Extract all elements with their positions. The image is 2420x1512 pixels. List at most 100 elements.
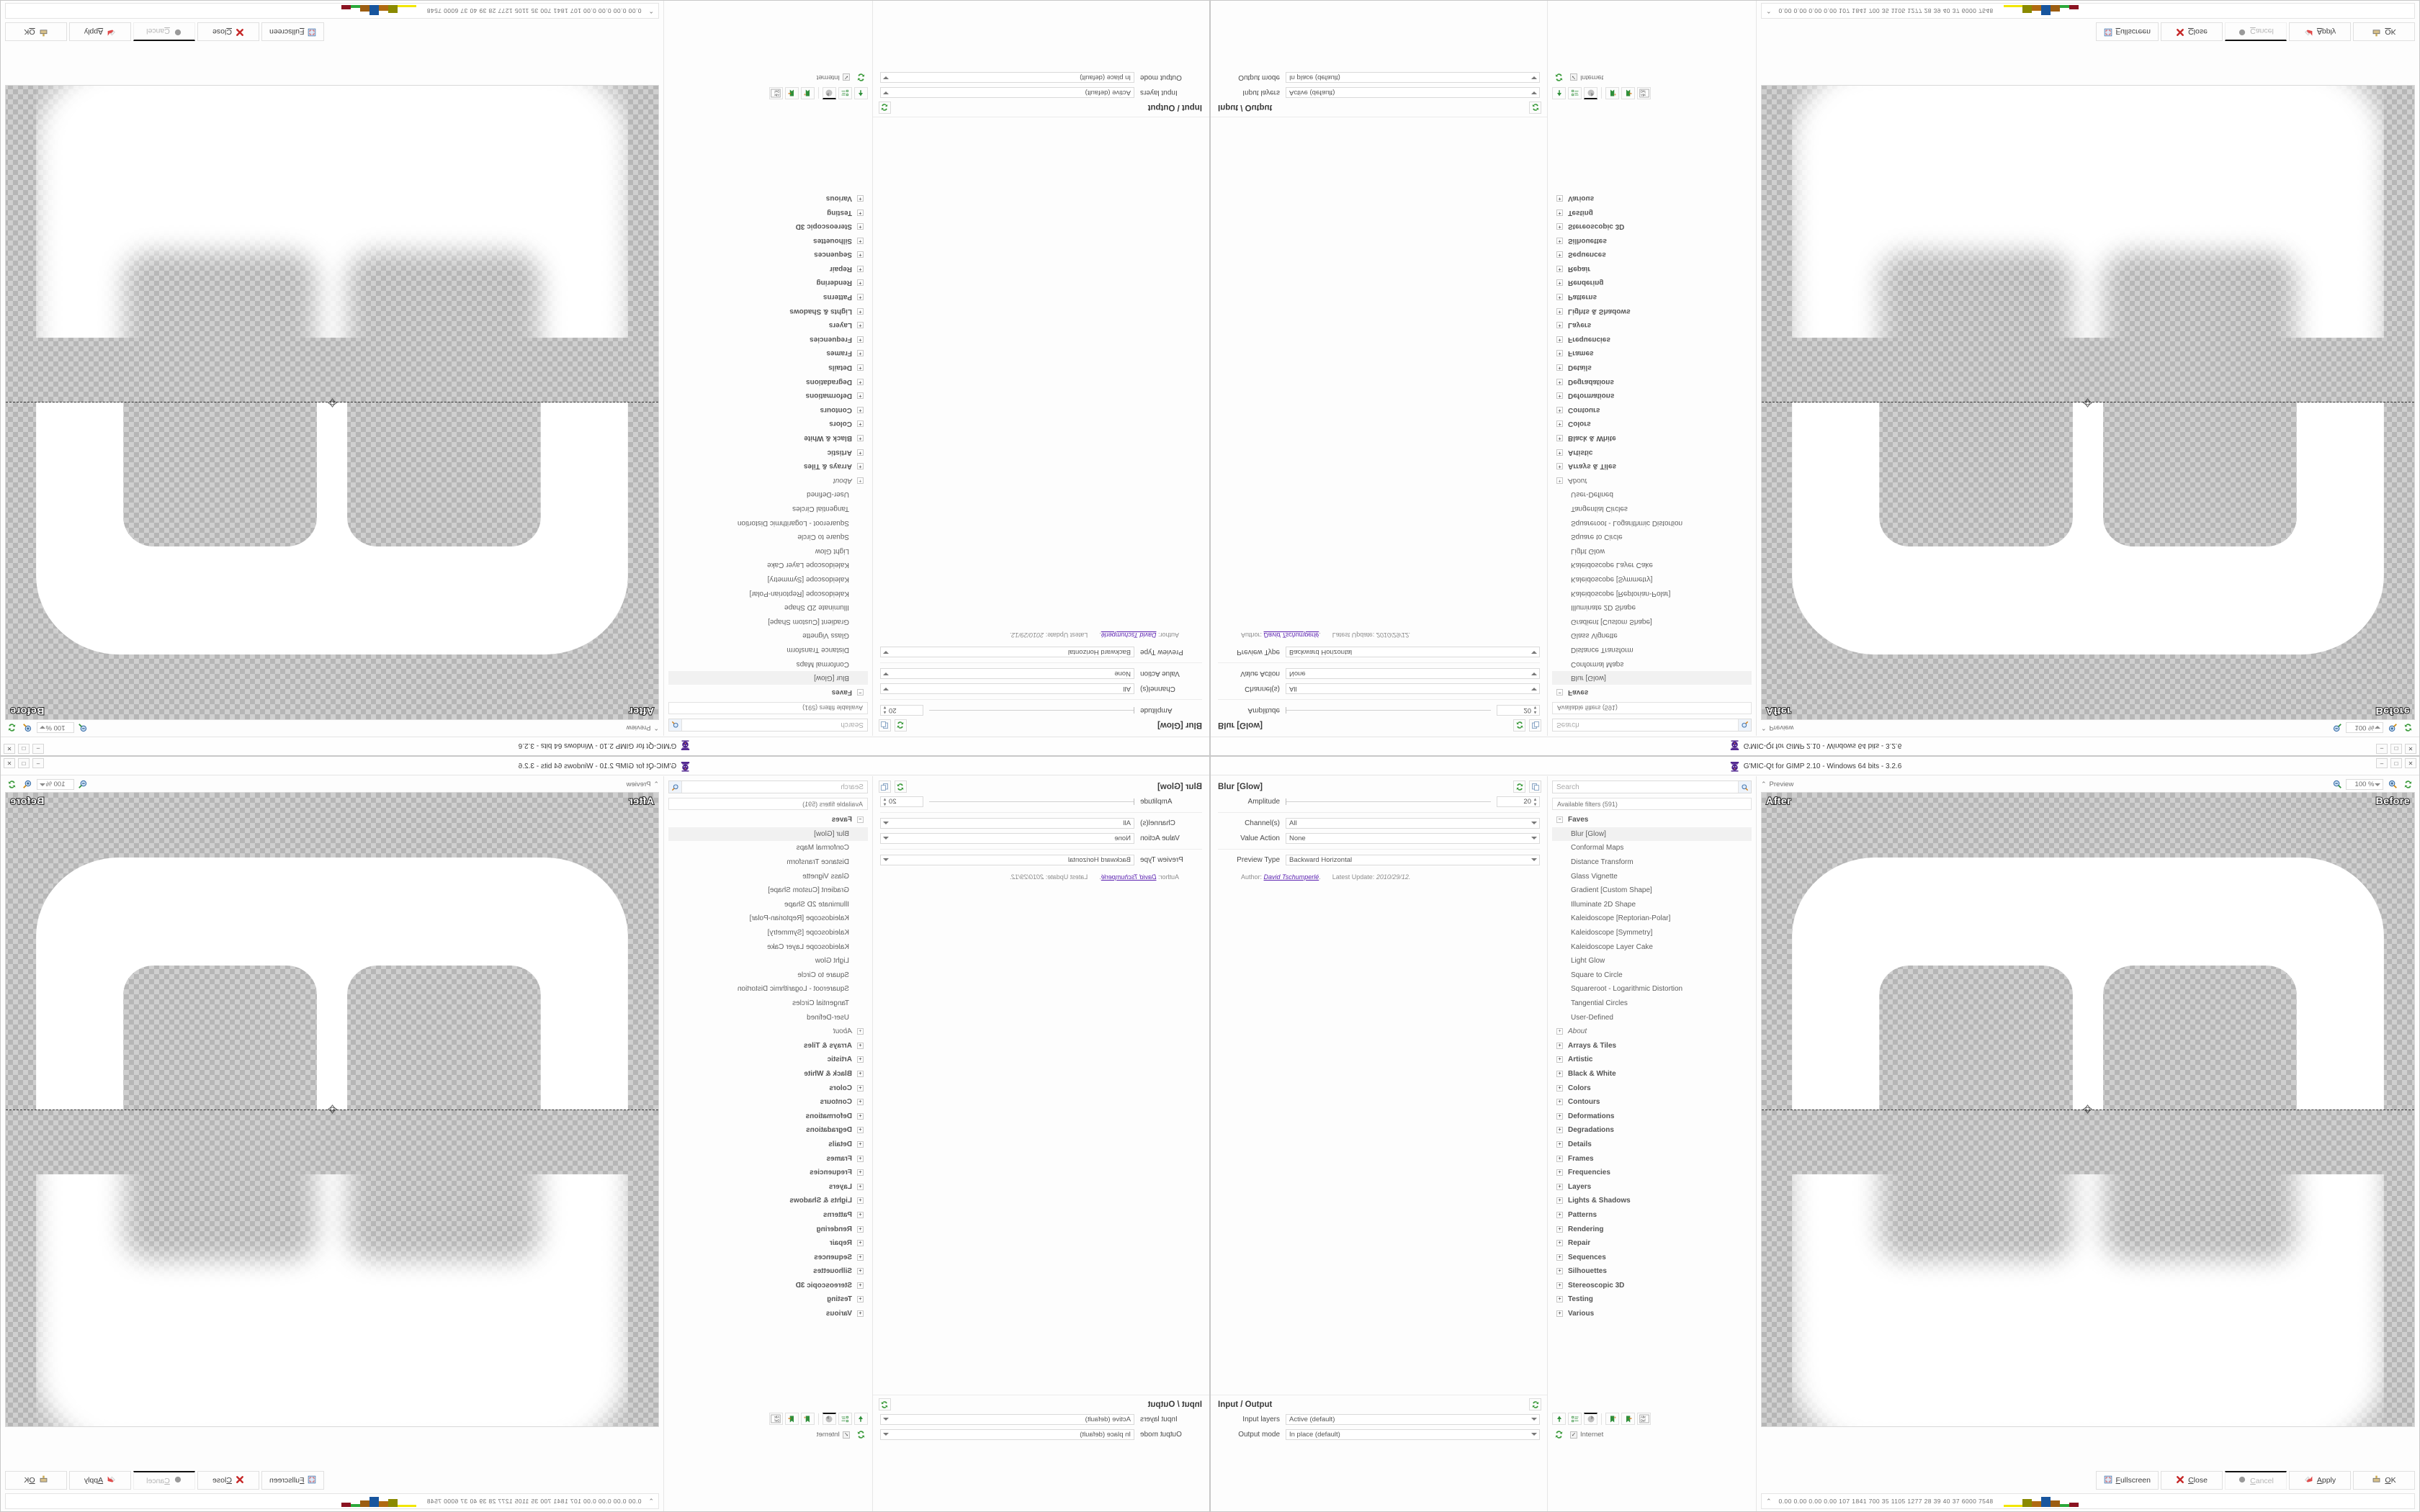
refresh-icon[interactable] (1513, 719, 1525, 732)
tree-group-frames[interactable]: + Frames (1552, 346, 1752, 361)
filter-item-user-defined[interactable]: User-Defined (668, 1010, 868, 1025)
tree-group-black-white[interactable]: + Black & White (1552, 431, 1752, 446)
parameters-header-icons[interactable] (1513, 780, 1541, 793)
rename-abc-icon[interactable]: Abc Def (769, 87, 783, 99)
refresh-icon[interactable] (854, 1428, 868, 1441)
param-row-amplitude[interactable]: Amplitude 20 ▲ ▼ (1211, 794, 1547, 809)
param-row-channels[interactable]: Channel(s) All (873, 816, 1209, 831)
filter-item-kaleidoscope-reptorian-polar[interactable]: Kaleidoscope [Reptorian-Polar] (668, 586, 868, 600)
expand-icon[interactable]: + (1556, 336, 1563, 343)
expand-icon[interactable]: + (1556, 364, 1563, 372)
refresh-icon[interactable] (895, 780, 907, 793)
io-row-output-mode[interactable]: Output mode In place (default) (1211, 70, 1547, 85)
io-row-output-mode[interactable]: Output mode In place (default) (1211, 1427, 1547, 1442)
zoom-out-icon[interactable] (76, 722, 90, 734)
bookmark-add-icon[interactable]: + (1605, 1413, 1619, 1425)
expand-icon[interactable]: + (1556, 322, 1563, 329)
zoom-level-combo[interactable]: 100 % (2346, 778, 2383, 790)
filter-item-gradient-custom-shape[interactable]: Gradient [Custom Shape] (668, 883, 868, 898)
input-layers-combo[interactable]: Active (default) (1286, 1414, 1540, 1425)
expand-icon[interactable]: + (1556, 477, 1563, 484)
tree-group-sequences[interactable]: + Sequences (668, 248, 868, 262)
filters-pie-icon[interactable] (1584, 87, 1597, 99)
tree-group-various[interactable]: + Various (1552, 1307, 1752, 1321)
expand-icon[interactable]: + (857, 1310, 864, 1318)
expand-tree-icon[interactable] (854, 87, 868, 99)
expand-icon[interactable]: + (1556, 1112, 1563, 1120)
expand-icon[interactable]: + (857, 1268, 864, 1275)
tree-group-arrays-tiles[interactable]: + Arrays & Tiles (668, 1039, 868, 1053)
filter-item-glass-vignette[interactable]: Glass Vignette (1552, 629, 1752, 643)
tree-group-layers[interactable]: + Layers (1552, 1179, 1752, 1194)
minimize-button[interactable]: – (32, 744, 44, 754)
tree-group-stereoscopic-3d[interactable]: + Stereoscopic 3D (668, 220, 868, 234)
expand-icon[interactable]: + (1556, 350, 1563, 357)
filter-item-tangential-circles[interactable]: Tangential Circles (1552, 996, 1752, 1011)
refresh-icon[interactable] (1529, 102, 1541, 114)
tree-group-rendering[interactable]: + Rendering (1552, 276, 1752, 290)
zoom-out-icon[interactable] (2330, 722, 2344, 734)
internet-checkbox-row[interactable]: ✓ Internet (1570, 73, 1603, 81)
bookmark-remove-icon[interactable] (1621, 87, 1635, 99)
expand-icon[interactable]: + (1556, 435, 1563, 442)
internet-checkbox-row[interactable]: ✓ Internet (1570, 1431, 1603, 1439)
tree-group-contours[interactable]: + Contours (1552, 1095, 1752, 1110)
tree-group-details[interactable]: + Details (1552, 361, 1752, 375)
chevron-up-icon[interactable]: ⌃ (1761, 780, 1767, 788)
search-icon[interactable] (1738, 781, 1751, 793)
filters-toolbar-icons[interactable]: + Abc Def (1552, 87, 1752, 99)
filter-item-kaleidoscope-layer-cake[interactable]: Kaleidoscope Layer Cake (1552, 940, 1752, 954)
expand-icon[interactable]: + (857, 223, 864, 230)
zoom-controls[interactable]: 100 % (5, 722, 90, 734)
refresh-icon[interactable] (1513, 780, 1525, 793)
value-action-combo[interactable]: None (880, 668, 1134, 679)
filter-item-blur-glow[interactable]: Blur [Glow] (668, 670, 868, 685)
amplitude-spinbox[interactable]: 20 ▲ ▼ (1497, 796, 1540, 807)
internet-checkbox[interactable]: ✓ (843, 73, 850, 81)
filter-item-distance-transform[interactable]: Distance Transform (668, 643, 868, 657)
spinner-arrows[interactable]: ▲ ▼ (1533, 798, 1538, 807)
zoom-controls[interactable]: 100 % (2330, 722, 2415, 734)
amplitude-slider[interactable] (1286, 706, 1491, 715)
filters-tree[interactable]: − Faves Blur [Glow] Conformal Maps Dista… (668, 813, 868, 1409)
amplitude-slider[interactable] (929, 797, 1134, 806)
expand-icon[interactable]: + (1556, 1225, 1563, 1233)
author-link[interactable]: David Tschumperlé (1101, 873, 1157, 881)
fullscreen-button[interactable]: Fullscreen (261, 1471, 325, 1490)
filter-item-distance-transform[interactable]: Distance Transform (668, 855, 868, 870)
filter-item-squareroot-log-distortion[interactable]: Squareroot - Logarithmic Distortion (668, 516, 868, 530)
tree-group-about[interactable]: + About (668, 474, 868, 488)
ok-button[interactable]: OK (2353, 1471, 2415, 1490)
expand-icon[interactable]: + (857, 1225, 864, 1233)
preview-type-combo[interactable]: Backward Horizontal (1286, 855, 1540, 865)
channels-combo[interactable]: All (880, 683, 1134, 694)
search-input[interactable]: Search (841, 783, 864, 791)
collapse-icon[interactable]: − (1556, 816, 1563, 824)
filter-item-kaleidoscope-layer-cake[interactable]: Kaleidoscope Layer Cake (668, 940, 868, 954)
collapse-icon[interactable]: − (857, 688, 864, 696)
apply-button[interactable]: Apply (69, 1471, 131, 1490)
tree-group-contours[interactable]: + Contours (668, 1095, 868, 1110)
tree-group-repair[interactable]: + Repair (668, 262, 868, 276)
tree-group-colors[interactable]: + Colors (1552, 1081, 1752, 1095)
expand-icon[interactable]: + (1556, 392, 1563, 400)
filter-item-blur-glow[interactable]: Blur [Glow] (1552, 827, 1752, 842)
close-window-button[interactable]: ✕ (2405, 744, 2416, 754)
expand-icon[interactable]: + (857, 1155, 864, 1162)
cancel-button[interactable]: Cancel (2225, 1471, 2287, 1490)
param-row-preview-type[interactable]: Preview Type Backward Horizontal (873, 644, 1209, 660)
filter-item-gradient-custom-shape[interactable]: Gradient [Custom Shape] (1552, 614, 1752, 629)
filter-item-kaleidoscope-layer-cake[interactable]: Kaleidoscope Layer Cake (668, 558, 868, 572)
filter-item-kaleidoscope-layer-cake[interactable]: Kaleidoscope Layer Cake (1552, 558, 1752, 572)
expand-icon[interactable]: + (857, 265, 864, 272)
tree-group-about[interactable]: + About (668, 1025, 868, 1039)
expand-icon[interactable]: + (1556, 1183, 1563, 1190)
tree-group-details[interactable]: + Details (1552, 1138, 1752, 1152)
filter-item-kaleidoscope-symmetry[interactable]: Kaleidoscope [Symmetry] (668, 572, 868, 587)
preview-collapse-group[interactable]: ⌃ Preview (1761, 780, 1793, 788)
window-controls[interactable]: – □ ✕ (2376, 744, 2416, 754)
expand-icon[interactable]: + (857, 1296, 864, 1303)
expand-icon[interactable]: + (1556, 251, 1563, 258)
expand-icon[interactable]: + (857, 1183, 864, 1190)
tree-group-details[interactable]: + Details (668, 361, 868, 375)
